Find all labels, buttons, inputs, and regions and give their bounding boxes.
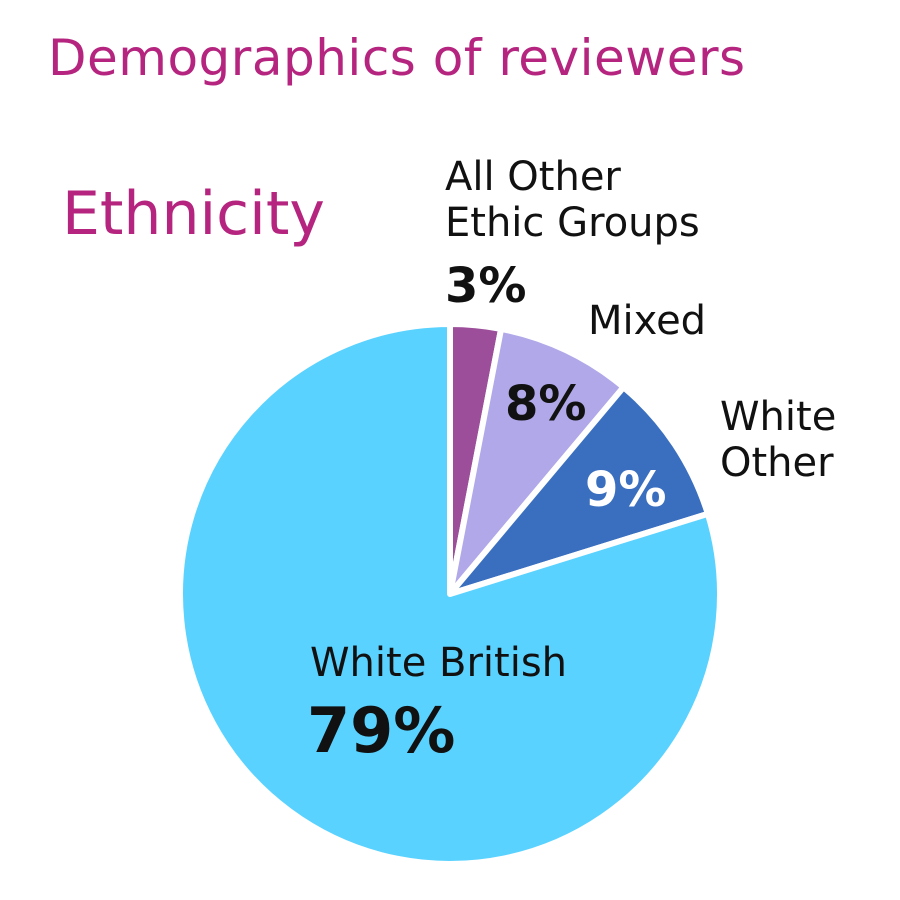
slice-label-3: White British: [310, 640, 567, 686]
pie-slices: [177, 321, 723, 867]
slice-value-2: 9%: [585, 462, 667, 518]
slice-label-0: All Other Ethic Groups: [445, 154, 700, 246]
slice-label-2: White Other: [720, 394, 836, 486]
slice-label-line: All Other: [445, 154, 621, 200]
slice-value-0: 3%: [445, 258, 527, 314]
slice-label-1: Mixed: [588, 298, 706, 344]
slice-value-1: 8%: [505, 376, 587, 432]
slice-label-line: Other: [720, 440, 834, 486]
slice-label-line: White: [720, 394, 836, 440]
slice-value-3: 79%: [307, 694, 455, 767]
pie-slice-2: [447, 384, 711, 597]
slice-label-line: White British: [310, 640, 567, 686]
pie-slice-1: [447, 325, 627, 597]
pie-slice-3: [177, 321, 723, 867]
chart-subtitle: Ethnicity: [62, 179, 325, 249]
slice-label-line: Ethic Groups: [445, 200, 700, 246]
slice-label-line: Mixed: [588, 298, 706, 344]
page-title: Demographics of reviewers: [48, 29, 746, 87]
